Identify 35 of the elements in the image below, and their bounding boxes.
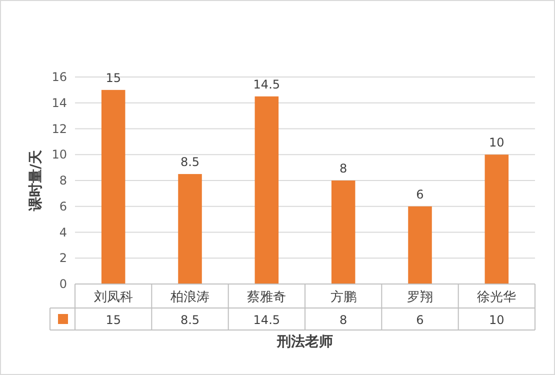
- y-tick-label: 6: [59, 199, 67, 214]
- y-tick-label: 2: [59, 251, 67, 266]
- y-tick-label: 10: [52, 148, 67, 162]
- text: 10: [489, 313, 504, 327]
- x-axis-title: 刑法老师: [276, 334, 333, 350]
- y-tick-label: 12: [52, 122, 67, 136]
- bar: [331, 180, 356, 284]
- x-tick-label: 徐光华: [477, 290, 516, 305]
- bar: [178, 174, 202, 284]
- x-tick-label: 方鹏: [330, 289, 356, 305]
- data-label: 10: [489, 136, 504, 150]
- y-tick-label: 8: [59, 174, 67, 188]
- text: 15: [106, 313, 121, 327]
- data-label: 8: [340, 162, 348, 176]
- x-tick-label: 罗翔: [407, 290, 433, 305]
- text: 8: [340, 313, 348, 327]
- bar: [101, 90, 126, 284]
- data-label: 15: [106, 70, 121, 85]
- text: 8.5: [180, 313, 200, 327]
- bar: [254, 96, 279, 284]
- y-tick-label: 16: [52, 70, 67, 84]
- x-tick-label: 刘凤科: [94, 290, 133, 305]
- y-tick-label: 4: [59, 225, 67, 240]
- text: 14.5: [253, 313, 280, 327]
- x-tick-label: 蔡雅奇: [247, 290, 286, 305]
- data-label: 14.5: [253, 77, 280, 92]
- x-tick-label: 柏浪涛: [170, 289, 210, 305]
- text: 6: [416, 313, 424, 327]
- data-label: 8.5: [180, 155, 200, 170]
- data-label: 6: [416, 187, 424, 202]
- y-tick-label: 0: [59, 277, 67, 291]
- y-tick-label: 14: [52, 96, 67, 110]
- y-axis-title: 课时量/天: [28, 148, 44, 212]
- bar: [484, 154, 509, 284]
- bar: [408, 206, 432, 284]
